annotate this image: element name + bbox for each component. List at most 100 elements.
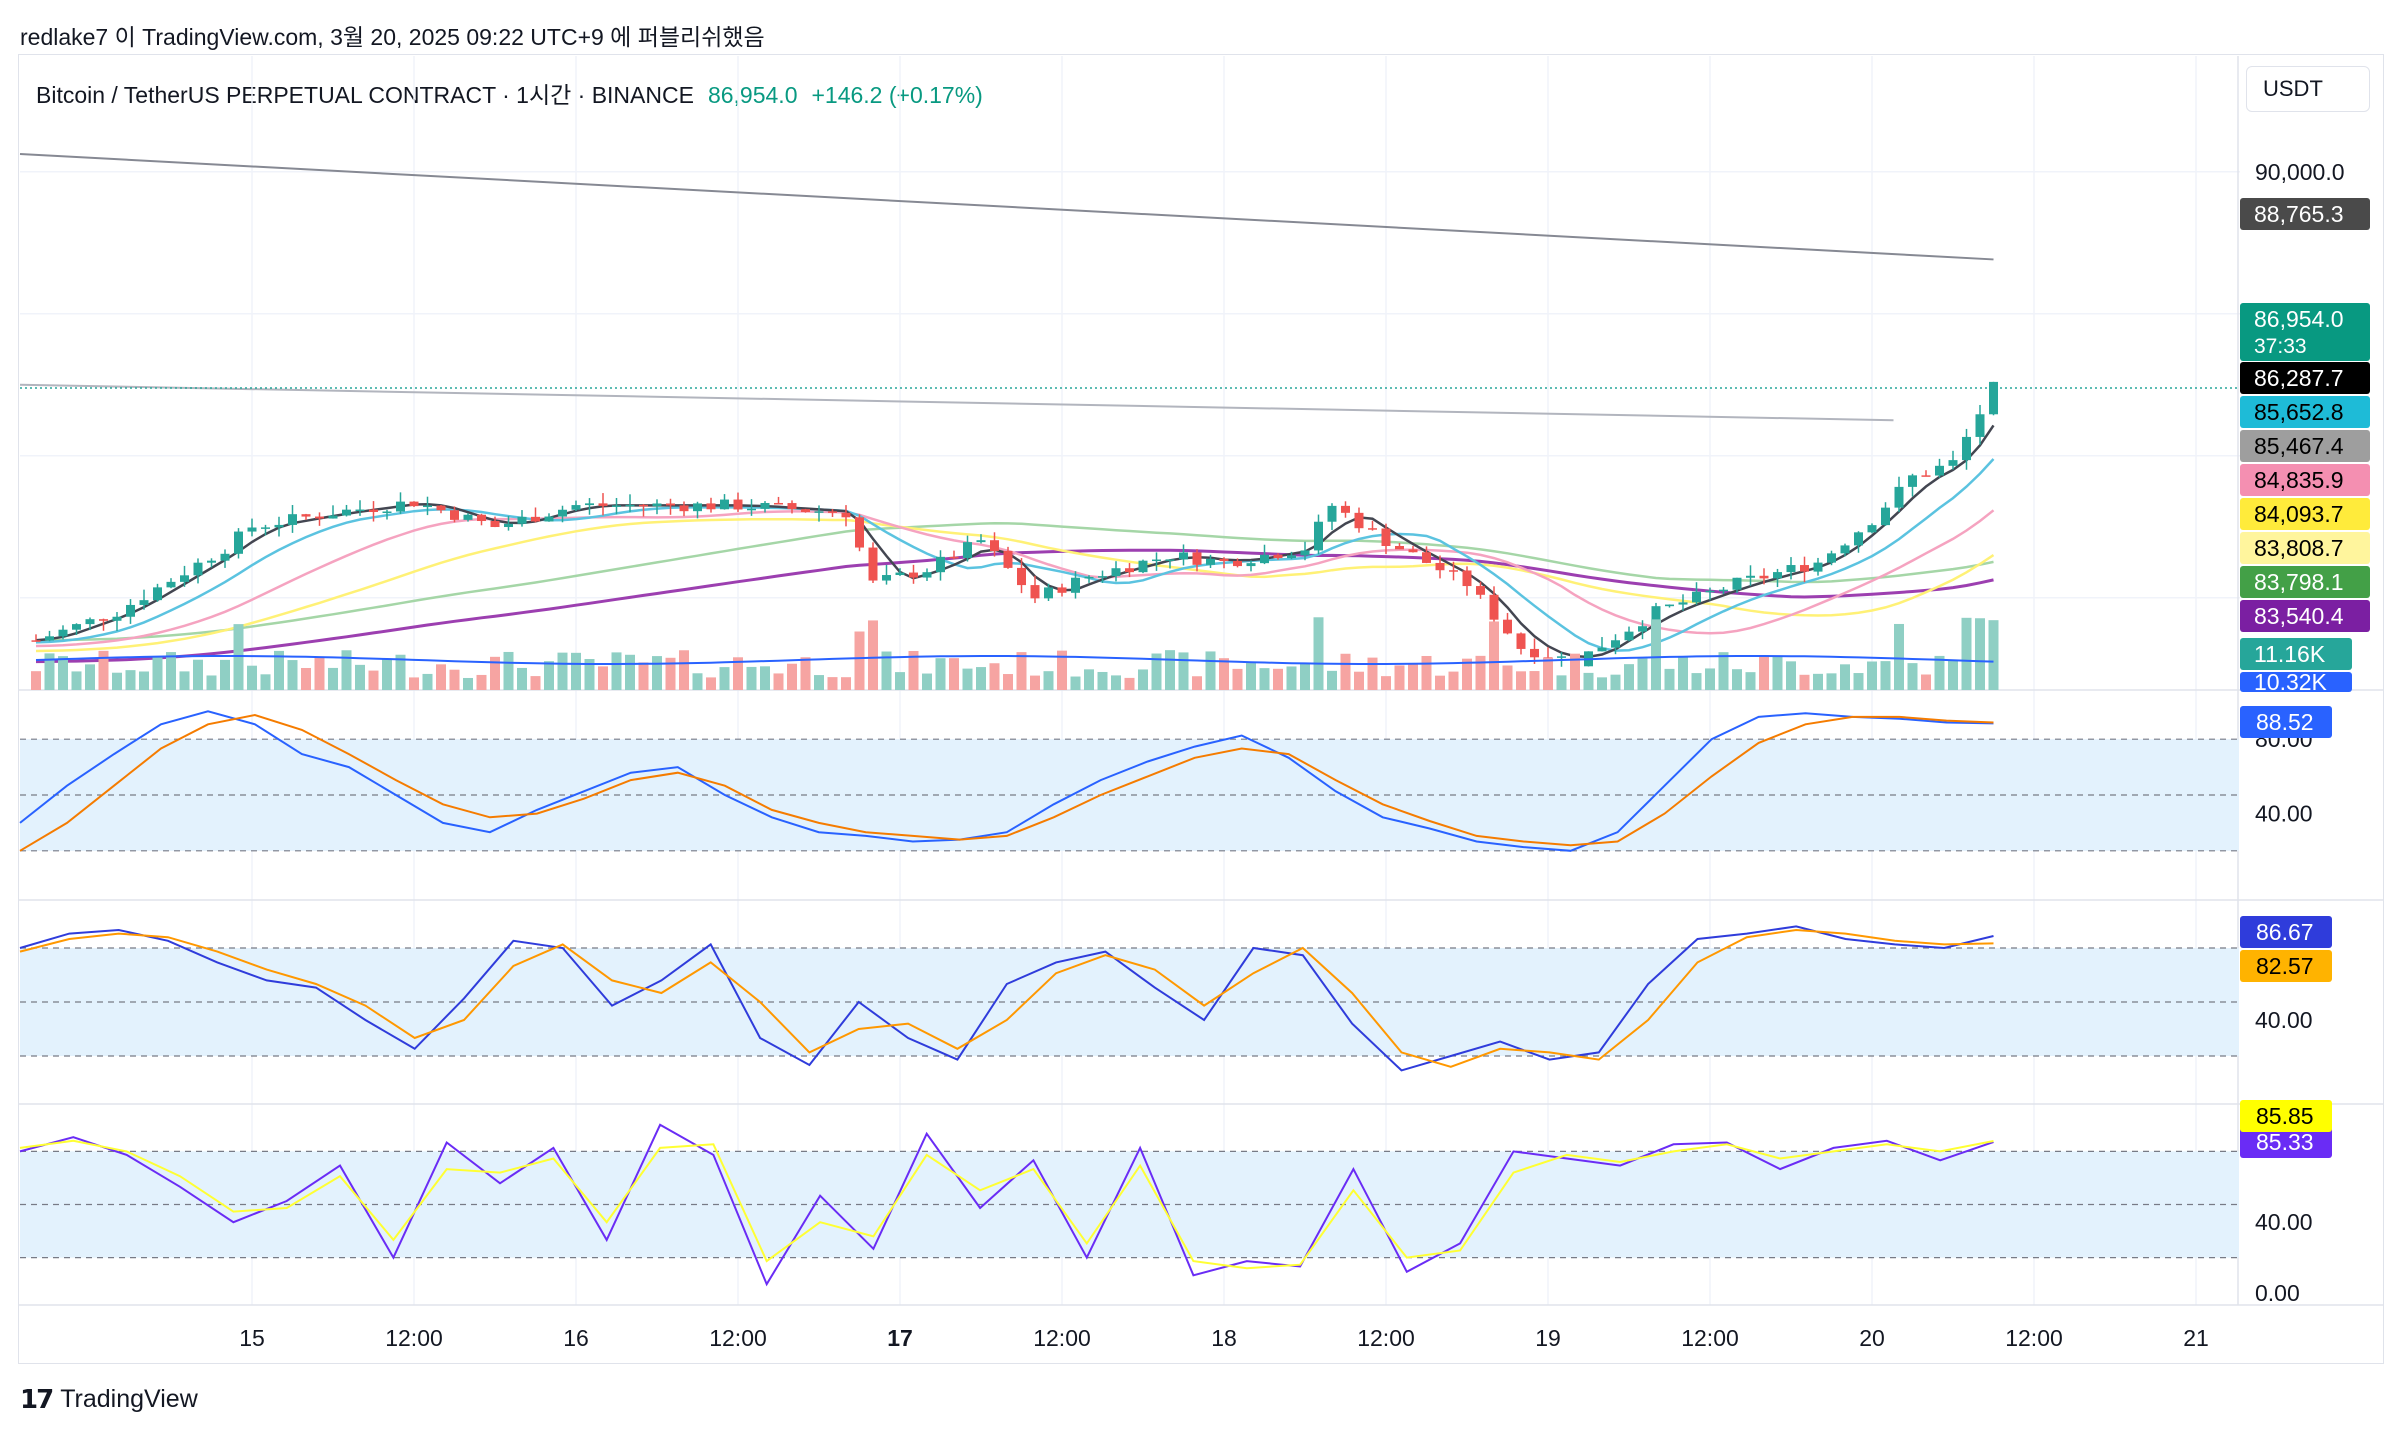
volume-bar bbox=[1273, 668, 1283, 690]
candle-body bbox=[1408, 549, 1418, 553]
x-tick-label: 17 bbox=[887, 1325, 913, 1351]
volume-bar bbox=[274, 650, 284, 690]
candle-body bbox=[1867, 525, 1877, 533]
candle-body bbox=[990, 540, 999, 551]
candle-body bbox=[301, 514, 311, 517]
volume-bar bbox=[706, 677, 716, 690]
volume-bar bbox=[1570, 653, 1580, 690]
footer-brand[interactable]: 𝟭𝟳 TradingView bbox=[20, 1384, 198, 1415]
y-tick-label: 0.00 bbox=[2255, 1280, 2300, 1306]
volume-bar bbox=[1057, 650, 1067, 690]
volume-bar bbox=[1327, 670, 1337, 690]
volume-bar bbox=[1070, 676, 1081, 690]
candle-body bbox=[1341, 505, 1350, 513]
volume-bar bbox=[449, 669, 460, 690]
volume-bar bbox=[1205, 651, 1216, 690]
ma-gray-long-line bbox=[19, 153, 1994, 261]
axis-label-ema_cyan bbox=[2240, 396, 2370, 428]
ema-purple-line bbox=[35, 548, 1994, 664]
candle-body bbox=[1651, 606, 1661, 627]
candle-body bbox=[1192, 552, 1202, 565]
volume-bar bbox=[71, 671, 82, 690]
volume-bar bbox=[652, 656, 662, 690]
oscillator-d-line bbox=[19, 713, 1994, 852]
volume-bar bbox=[409, 677, 419, 690]
candle-body bbox=[828, 511, 837, 513]
candle-body bbox=[1354, 512, 1364, 529]
volume-bar bbox=[976, 667, 986, 690]
candle-body bbox=[1962, 436, 1971, 461]
candle-body bbox=[976, 540, 986, 543]
candle-body bbox=[45, 636, 54, 641]
candle-body bbox=[733, 499, 743, 510]
volume-bar bbox=[1030, 675, 1040, 690]
candle-body bbox=[1935, 465, 1944, 476]
axis-label-text: 82.57 bbox=[2256, 953, 2314, 979]
candle-body bbox=[1071, 577, 1080, 593]
volume-bar bbox=[895, 672, 905, 690]
volume-bar bbox=[1651, 619, 1661, 690]
volume-bar bbox=[881, 651, 892, 690]
axis-label-volume bbox=[2240, 638, 2352, 670]
x-tick-label: 16 bbox=[563, 1325, 589, 1351]
candle-body bbox=[1395, 545, 1404, 550]
volume-bar bbox=[854, 631, 865, 690]
volume-bar bbox=[395, 654, 406, 690]
x-tick-label: 12:00 bbox=[385, 1325, 443, 1351]
axis-label-ema_purple bbox=[2240, 600, 2370, 632]
volume-bar bbox=[328, 667, 338, 690]
candle-body bbox=[787, 503, 797, 510]
axis-label-text: 85.85 bbox=[2256, 1103, 2314, 1129]
volume-bar bbox=[1192, 676, 1202, 690]
candle-body bbox=[355, 509, 365, 512]
axis-label-text: 83,808.7 bbox=[2254, 535, 2344, 561]
candle-body bbox=[1273, 554, 1283, 559]
volume-bar bbox=[1853, 673, 1864, 690]
currency-button[interactable]: USDT bbox=[2246, 66, 2370, 112]
volume-bar bbox=[436, 664, 446, 690]
candle-countdown: 37:33 bbox=[2254, 335, 2307, 358]
candle-body bbox=[652, 503, 662, 507]
axis-label-volume-ma bbox=[2240, 672, 2352, 692]
candle-body bbox=[1732, 577, 1742, 590]
candle-body bbox=[558, 509, 567, 517]
candle-body bbox=[31, 640, 41, 642]
axis-label-oscillator bbox=[2240, 1100, 2332, 1132]
tradingview-logo-icon: 𝟭𝟳 bbox=[20, 1384, 54, 1414]
x-tick-label: 12:00 bbox=[2005, 1325, 2063, 1351]
x-tick-label: 12:00 bbox=[1681, 1325, 1739, 1351]
volume-bar bbox=[692, 673, 703, 690]
axis-label-text: 86,954.0 bbox=[2254, 306, 2344, 332]
candle-body bbox=[288, 514, 297, 525]
volume-bar bbox=[503, 651, 514, 690]
volume-bar bbox=[1016, 652, 1027, 690]
volume-bar bbox=[1610, 674, 1621, 690]
axis-label-text: 83,540.4 bbox=[2254, 603, 2344, 629]
volume-bar bbox=[611, 652, 622, 690]
volume-bar bbox=[679, 650, 689, 690]
ema-yellow-line bbox=[35, 517, 1995, 653]
candle-body bbox=[193, 562, 203, 576]
candle-body bbox=[1975, 414, 1985, 437]
volume-bar bbox=[1934, 655, 1945, 690]
chart-frame bbox=[18, 54, 2384, 1364]
candle-body bbox=[693, 503, 702, 512]
candle-body bbox=[1948, 460, 1958, 466]
symbol-legend[interactable]: Bitcoin / TetherUS PERPETUAL CONTRACT · … bbox=[36, 76, 983, 110]
volume-bar bbox=[1705, 668, 1715, 690]
volume-bar bbox=[1813, 673, 1823, 690]
candle-body bbox=[1719, 589, 1728, 592]
candle-body bbox=[679, 505, 689, 512]
ema-pink-line bbox=[35, 509, 1995, 648]
volume-bar bbox=[625, 654, 635, 690]
volume-bar bbox=[125, 670, 136, 690]
candle-body bbox=[517, 516, 527, 524]
candle-body bbox=[868, 547, 878, 581]
candle-body bbox=[85, 619, 95, 625]
volume-bar bbox=[220, 659, 230, 690]
volume-bar bbox=[247, 665, 257, 690]
symbol-name[interactable]: Bitcoin / TetherUS PERPETUAL CONTRACT · … bbox=[36, 82, 694, 108]
candle-body bbox=[1327, 505, 1337, 522]
volume-bar bbox=[1340, 653, 1351, 690]
